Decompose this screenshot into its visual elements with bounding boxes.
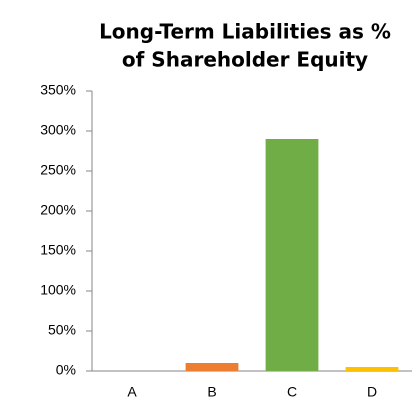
y-tick-label: 50% — [48, 322, 76, 338]
x-tick-label: C — [287, 384, 297, 400]
bar — [345, 367, 399, 371]
x-tick-label: B — [207, 384, 216, 400]
y-tick-label: 100% — [40, 282, 76, 298]
bar — [185, 363, 239, 371]
chart-title: of Shareholder Equity — [122, 48, 368, 72]
y-tick-label: 250% — [40, 162, 76, 178]
y-tick-label: 350% — [40, 82, 76, 98]
y-tick-label: 0% — [56, 362, 76, 378]
y-tick-label: 200% — [40, 202, 76, 218]
y-tick-label: 300% — [40, 122, 76, 138]
y-tick-label: 150% — [40, 242, 76, 258]
chart-title: Long-Term Liabilities as % — [99, 20, 391, 44]
x-tick-label: D — [367, 384, 377, 400]
bar — [265, 139, 319, 371]
x-tick-label: A — [127, 384, 137, 400]
